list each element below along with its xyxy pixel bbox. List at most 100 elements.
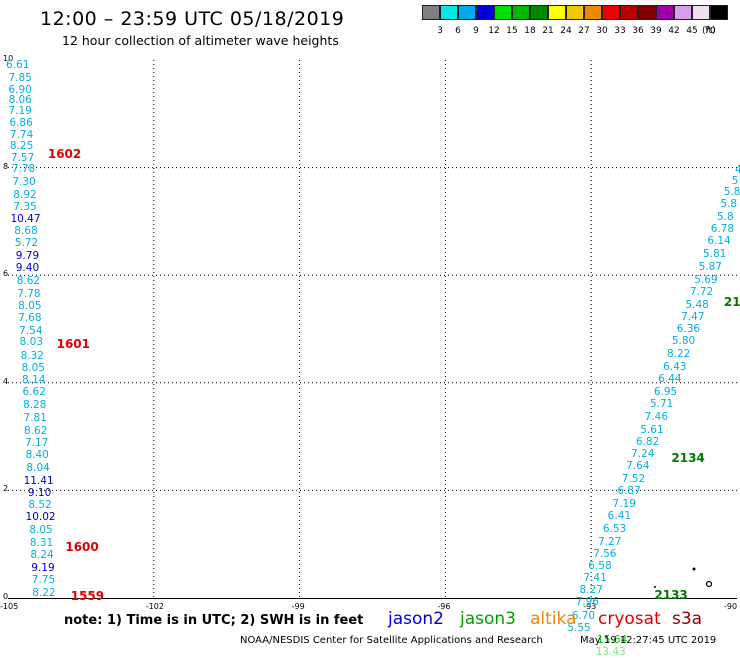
wave-height-value: 7.64 <box>626 460 650 473</box>
pass-time-label: 1600 <box>65 539 99 554</box>
wave-height-value: 15.64 <box>597 633 628 646</box>
scale-swatch <box>440 5 458 20</box>
scale-tick-label: 39 <box>650 26 662 36</box>
wave-height-value: 7.54 <box>19 324 43 337</box>
scale-swatch <box>494 5 512 20</box>
wave-height-value: 8.22 <box>32 586 56 599</box>
y-tick-label: 6 <box>3 269 9 279</box>
wave-height-value: 8.27 <box>579 583 603 596</box>
scale-swatch <box>620 5 638 20</box>
scale-unit-label: (ft) <box>702 26 716 36</box>
wave-height-value: 7.41 <box>583 572 607 585</box>
island-marker <box>692 567 696 571</box>
wave-height-value: 7.85 <box>8 72 32 85</box>
scale-swatch <box>584 5 602 20</box>
wave-height-value: 7.57 <box>10 151 35 164</box>
wave-height-value: 6.53 <box>602 523 627 536</box>
wave-height-value: 5 <box>731 175 739 188</box>
pass-time-label: 1602 <box>47 147 82 162</box>
wave-height-value: 7.24 <box>631 448 655 461</box>
wave-height-value: 6.44 <box>658 373 682 386</box>
scale-tick-label: 21 <box>542 26 554 36</box>
wave-height-value: 10.02 <box>25 511 56 524</box>
wave-height-value: 8.92 <box>13 188 37 201</box>
scale-tick-label: 15 <box>506 26 518 36</box>
scale-tick-label: 12 <box>488 26 500 36</box>
wave-height-value: 6.87 <box>617 485 641 498</box>
wave-height-value: 13.43 <box>595 645 626 658</box>
satellite-legend-item: altika <box>530 609 577 629</box>
wave-height-value: 6.90 <box>8 83 32 96</box>
scale-tick-label: 6 <box>455 26 461 36</box>
wave-height-value: 6.14 <box>707 235 731 248</box>
wave-height-value: 9.40 <box>15 262 40 275</box>
wave-height-value: 8.68 <box>14 224 38 237</box>
wave-height-value: 5.69 <box>694 273 718 286</box>
wave-height-value: 5.8 <box>723 185 740 198</box>
wave-height-value: 7.30 <box>12 176 36 189</box>
wave-height-value: 8.03 <box>19 336 44 349</box>
wave-height-value: 8.05 <box>21 361 45 374</box>
pass-time-label: 21 <box>723 295 740 310</box>
scale-tick-label: 27 <box>578 26 590 36</box>
wave-height-value: 8.52 <box>28 498 52 511</box>
wave-height-value: 5.61 <box>640 423 664 436</box>
wave-height-value: 8.22 <box>666 348 691 361</box>
wave-height-value: 8.28 <box>23 399 47 412</box>
wave-height-value: 10.47 <box>10 212 41 225</box>
scale-swatch <box>530 5 548 20</box>
y-tick-label: 4 <box>3 376 9 386</box>
wave-height-value: 6.86 <box>9 117 33 130</box>
y-tick-label: 2 <box>3 484 9 494</box>
pass-time-label: 1601 <box>56 336 90 351</box>
wave-height-value: 5.48 <box>685 298 709 311</box>
wave-height-value: 5.8 <box>720 198 738 211</box>
wave-height-value: 8.62 <box>16 274 41 287</box>
wave-height-value: 4 <box>735 164 740 177</box>
wave-height-value: 9.10 <box>27 487 52 500</box>
units-note: note: 1) Time is in UTC; 2) SWH is in fe… <box>64 613 364 628</box>
wave-height-value: 8.05 <box>29 523 53 536</box>
wave-height-value: 6.36 <box>676 323 701 335</box>
pass-time-label: 2134 <box>671 451 705 466</box>
wave-height-value: 5.87 <box>698 261 722 274</box>
satellite-legend-item: s3a <box>672 609 703 629</box>
scale-swatch <box>548 5 566 20</box>
wave-height-value: 5.81 <box>702 247 727 260</box>
map-subtitle: 12 hour collection of altimeter wave hei… <box>62 33 339 48</box>
wave-height-value: 7.74 <box>9 129 34 142</box>
wave-height-value: 8.25 <box>9 140 34 153</box>
wave-height-value: 8.24 <box>30 548 54 561</box>
scale-swatch <box>476 5 494 20</box>
scale-swatch <box>602 5 620 20</box>
scale-tick-label: 33 <box>614 26 626 36</box>
wave-height-value: 8.14 <box>22 374 46 387</box>
wave-height-value: 7.17 <box>24 437 49 450</box>
wave-height-value: 7.19 <box>612 497 636 510</box>
wave-height-value: 8.06 <box>8 94 32 107</box>
x-tick-label: -102 <box>145 602 164 611</box>
scale-swatch <box>710 5 728 20</box>
scale-tick-label: 30 <box>596 26 608 36</box>
wave-height-value: 7.96 <box>575 596 599 609</box>
wave-height-value: 5.71 <box>649 398 674 411</box>
wave-height-value: 7.78 <box>11 162 36 175</box>
wave-height-value: 5.72 <box>14 236 39 249</box>
x-tick-label: -90 <box>724 602 738 611</box>
wave-height-value: 9.19 <box>31 562 55 575</box>
wave-height-value: 6.78 <box>710 223 735 236</box>
wave-height-value: 5.8 <box>716 211 734 224</box>
scale-tick-label: 3 <box>437 26 443 36</box>
wave-height-value: 7.56 <box>593 547 617 560</box>
wave-height-value: 7.78 <box>17 288 41 301</box>
wave-height-value: 5.80 <box>671 335 696 348</box>
wave-height-value: 9.79 <box>15 250 40 263</box>
satellite-legend-item: jason2 <box>388 609 444 629</box>
wave-height-value: 7.68 <box>18 312 42 325</box>
scale-tick-label: 24 <box>560 26 572 36</box>
wave-height-value: 7.27 <box>597 535 622 548</box>
wave-height-value: 8.05 <box>18 299 42 312</box>
x-tick-label: -93 <box>583 602 597 611</box>
y-tick-label: 10 <box>3 54 14 63</box>
wave-height-value: 8.31 <box>29 536 54 549</box>
